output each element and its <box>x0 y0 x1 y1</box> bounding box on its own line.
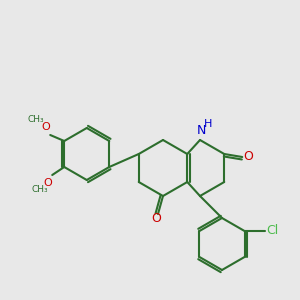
Text: O: O <box>44 178 52 188</box>
Text: N: N <box>196 124 206 136</box>
Text: CH₃: CH₃ <box>28 115 44 124</box>
Text: O: O <box>151 212 161 226</box>
Text: O: O <box>243 151 253 164</box>
Text: Cl: Cl <box>266 224 279 238</box>
Text: H: H <box>204 119 212 129</box>
Text: CH₃: CH₃ <box>32 185 49 194</box>
Text: O: O <box>42 122 51 132</box>
